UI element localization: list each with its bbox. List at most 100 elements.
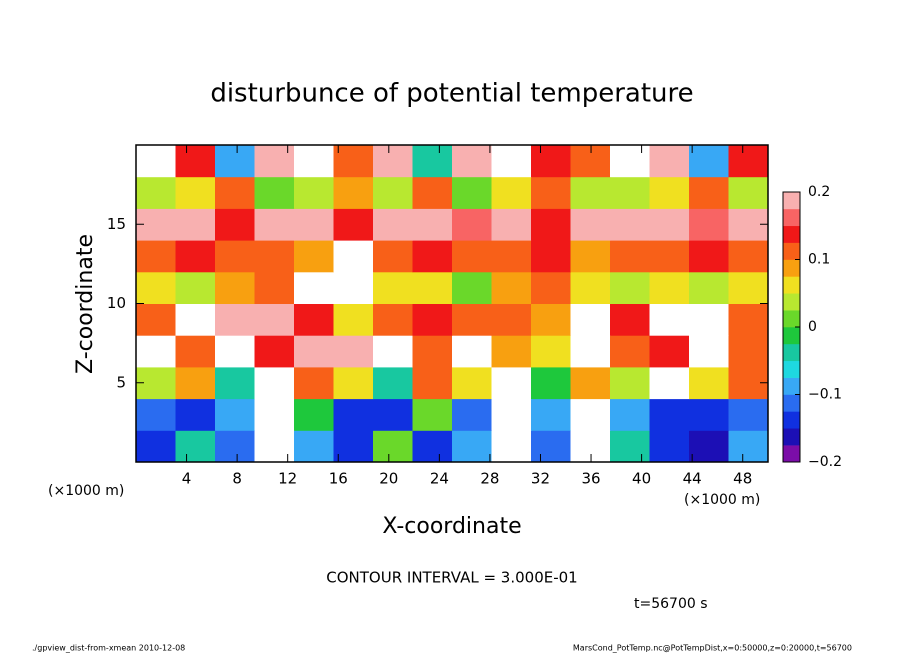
cell	[610, 145, 650, 178]
cell	[333, 335, 374, 368]
y-tick-label: 5	[116, 373, 126, 391]
colorbar-swatch	[783, 377, 800, 395]
colorbar-swatch	[783, 310, 800, 328]
cell	[728, 303, 769, 336]
cell	[412, 271, 453, 304]
cell	[570, 398, 611, 431]
cell	[136, 271, 176, 304]
x-tick-label: 44	[683, 470, 702, 488]
cell	[136, 335, 176, 368]
cell	[175, 240, 216, 273]
cell	[689, 335, 729, 368]
cell	[294, 398, 334, 431]
x-tick-label: 32	[531, 470, 550, 488]
cell	[491, 430, 532, 463]
cell	[175, 271, 216, 304]
cell	[333, 176, 374, 209]
cell	[728, 176, 769, 209]
cell	[610, 335, 650, 368]
cell	[373, 430, 413, 463]
cell	[175, 208, 216, 241]
cell	[333, 240, 374, 273]
colorbar-swatch	[783, 445, 800, 463]
cell	[689, 303, 729, 336]
cell	[649, 176, 690, 209]
cell	[373, 176, 413, 209]
colorbar-swatch	[783, 327, 800, 345]
cell	[412, 430, 453, 463]
cell	[254, 430, 295, 463]
cell	[728, 398, 769, 431]
cell	[531, 271, 571, 304]
cell	[412, 303, 453, 336]
colorbar-swatch	[783, 394, 800, 412]
colorbar-swatch	[783, 242, 800, 260]
cell	[175, 398, 216, 431]
cell	[610, 208, 650, 241]
cell	[215, 303, 255, 336]
cell	[531, 145, 571, 178]
colorbar-swatch	[783, 259, 800, 277]
x-tick-label: 24	[430, 470, 449, 488]
cell	[333, 271, 374, 304]
x-tick-label: 48	[733, 470, 752, 488]
cell	[531, 176, 571, 209]
cell	[373, 335, 413, 368]
cell	[452, 335, 492, 368]
cell	[531, 430, 571, 463]
cell	[570, 303, 611, 336]
colorbar-swatch	[783, 208, 800, 227]
cell	[491, 303, 532, 336]
colorbar-tick-label: −0.1	[808, 387, 842, 403]
cell	[412, 208, 453, 241]
x-tick-label: 12	[278, 470, 297, 488]
cell	[491, 240, 532, 273]
x-tick-label: 40	[632, 470, 651, 488]
cell	[610, 366, 650, 400]
cell	[452, 430, 492, 463]
cell	[689, 271, 729, 304]
cell	[412, 176, 453, 209]
cell	[452, 366, 492, 400]
cell	[294, 240, 334, 273]
chart-title: disturbunce of potential temperature	[210, 79, 693, 109]
cell	[570, 208, 611, 241]
cell	[333, 208, 374, 241]
cell	[649, 398, 690, 431]
cell	[136, 398, 176, 431]
cell	[531, 335, 571, 368]
cell	[175, 366, 216, 400]
colorbar-swatch	[783, 343, 800, 362]
cell	[452, 303, 492, 336]
cell	[531, 208, 571, 241]
footer: MarsCond_PotTemp.nc@PotTempDist,x=0:5000…	[573, 644, 852, 653]
cell	[452, 176, 492, 209]
cell	[175, 145, 216, 178]
x-unit: (×1000 m)	[48, 483, 124, 499]
x-tick-label: 8	[232, 470, 242, 488]
cell	[333, 430, 374, 463]
cell	[175, 430, 216, 463]
cell	[689, 176, 729, 209]
cell	[294, 430, 334, 463]
cell	[610, 176, 650, 209]
colorbar-swatch	[783, 360, 800, 378]
cell	[254, 335, 295, 368]
cell	[136, 430, 176, 463]
footer: ./gpview_dist-from-xmean 2010-12-08	[32, 644, 185, 653]
cell	[373, 271, 413, 304]
cell	[294, 335, 334, 368]
cell	[570, 271, 611, 304]
cell	[254, 303, 295, 336]
cell	[491, 398, 532, 431]
cell	[136, 145, 176, 178]
cell	[215, 240, 255, 273]
cell	[649, 303, 690, 336]
x-tick-label: 20	[379, 470, 398, 488]
cell	[610, 303, 650, 336]
cell	[649, 240, 690, 273]
time-label: t=56700 s	[634, 596, 708, 612]
colorbar-swatch	[783, 225, 800, 243]
cell	[531, 366, 571, 400]
